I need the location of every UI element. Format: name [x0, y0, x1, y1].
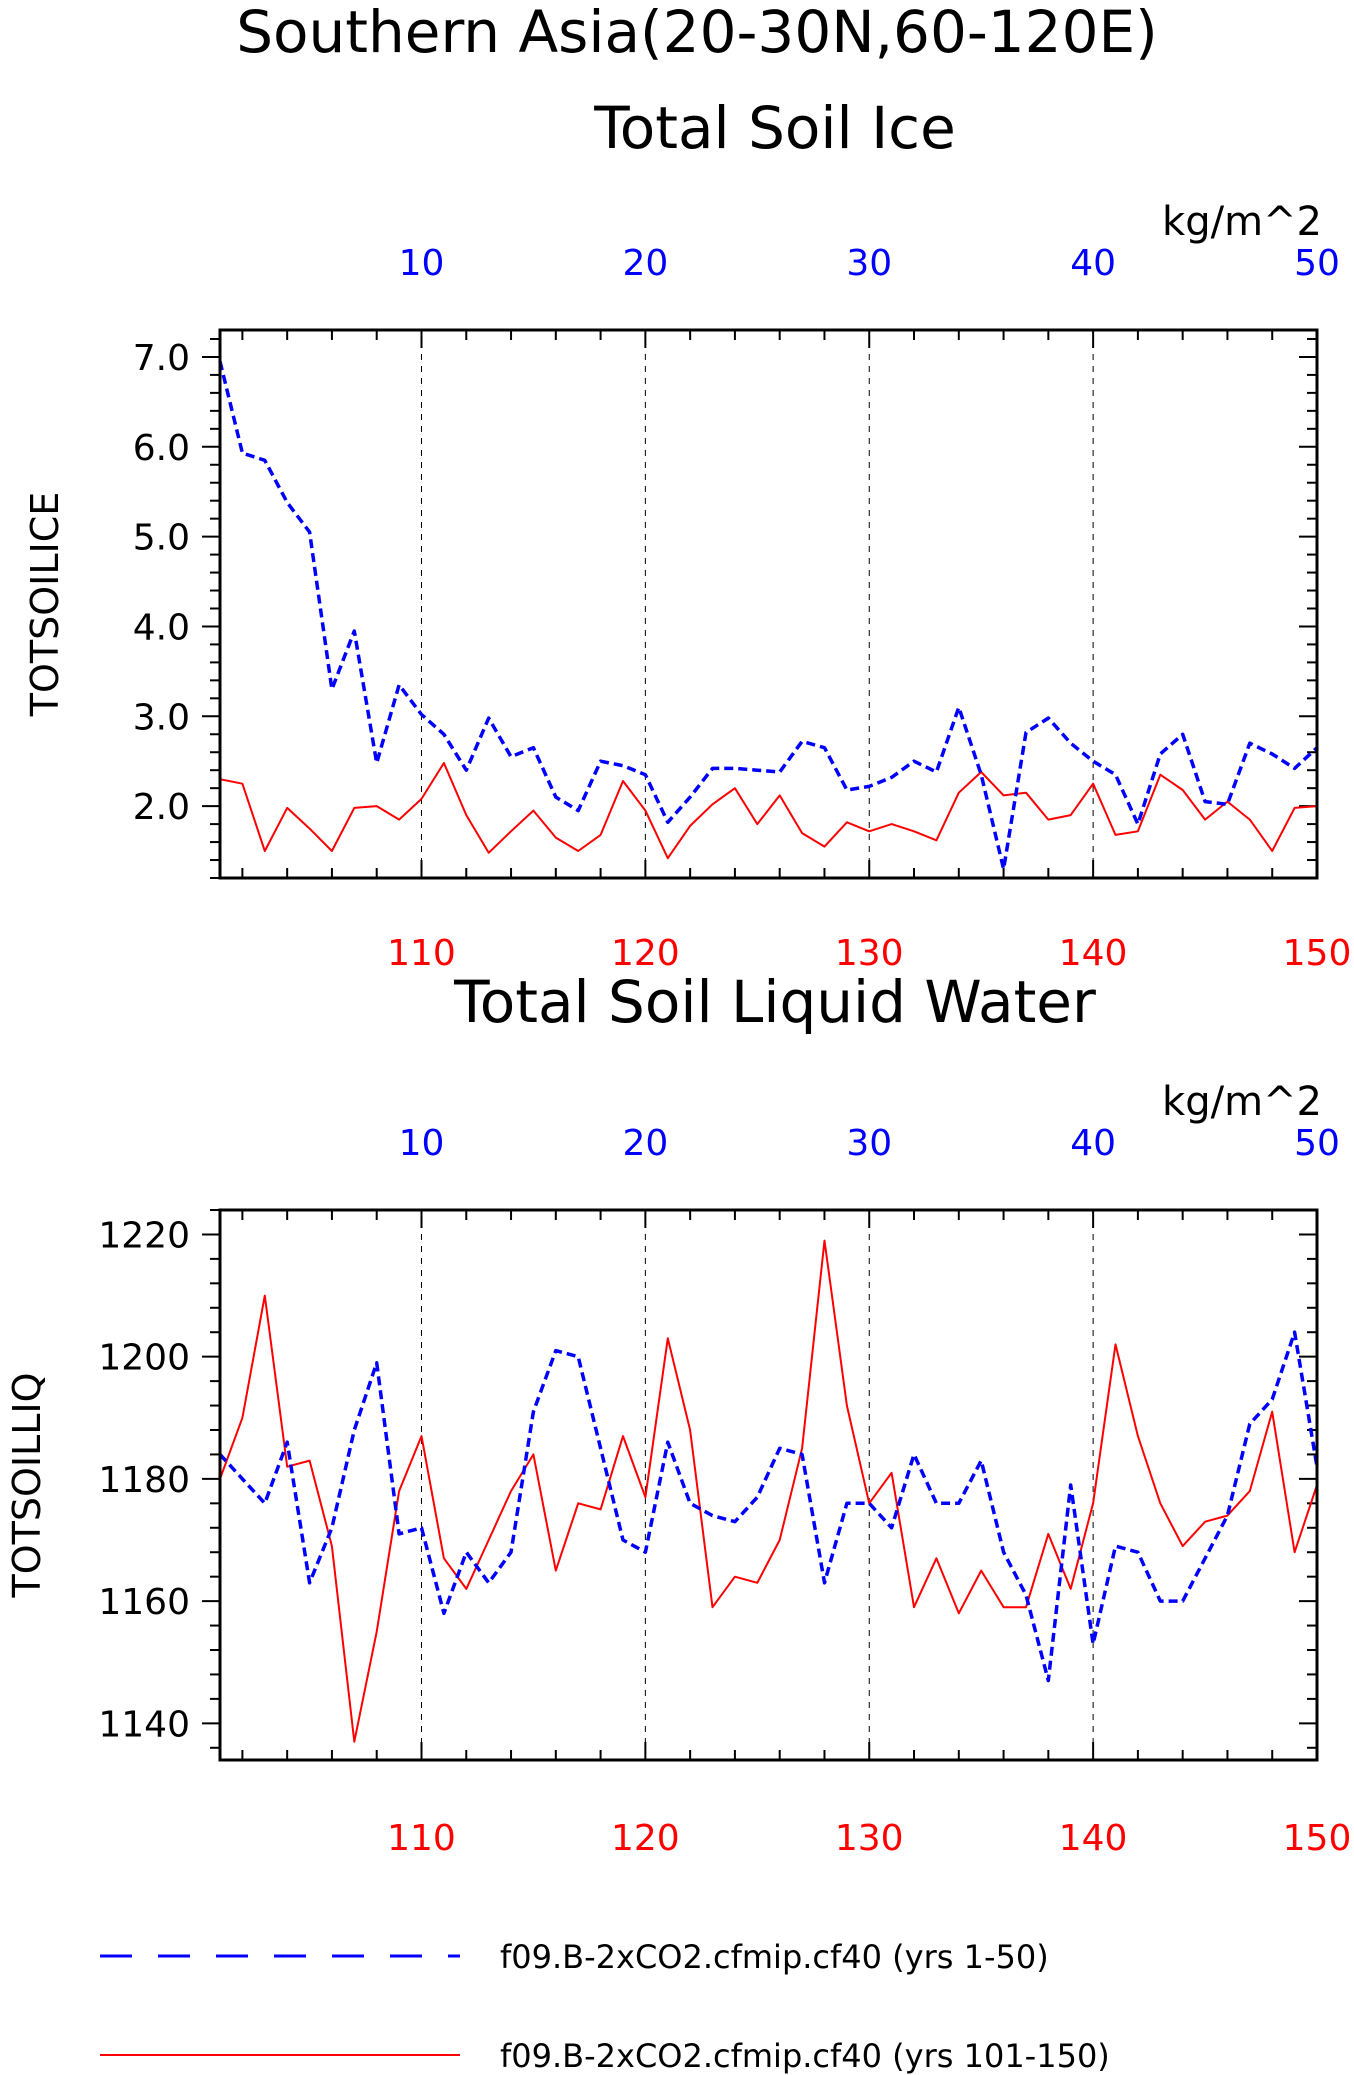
bottom-tick-label: 150 [1283, 1818, 1352, 1859]
legend-label-red: f09.B-2xCO2.cfmip.cf40 (yrs 101-150) [500, 2037, 1110, 2075]
top-tick-label: 50 [1294, 1123, 1340, 1164]
plot-frame [218, 1208, 1319, 1762]
top-tick-label: 30 [846, 243, 892, 284]
units-label: kg/m^2 [1162, 1079, 1322, 1125]
figure-title: Southern Asia(20-30N,60-120E) [236, 0, 1158, 66]
top-tick-label: 40 [1070, 1123, 1116, 1164]
y-tick-label: 5.0 [133, 518, 190, 559]
panel-title: Total Soil Ice [593, 94, 956, 162]
y-tick-label: 1180 [98, 1460, 190, 1501]
y-tick-label: 1140 [98, 1704, 190, 1745]
top-tick-label: 20 [622, 243, 668, 284]
top-tick-label: 50 [1294, 243, 1340, 284]
bottom-tick-label: 120 [611, 1818, 680, 1859]
y-tick-label: 1220 [98, 1215, 190, 1256]
legend-label-blue: f09.B-2xCO2.cfmip.cf40 (yrs 1-50) [500, 1938, 1049, 1976]
bottom-tick-label: 110 [387, 1818, 456, 1859]
y-tick-label: 1160 [98, 1582, 190, 1623]
units-label: kg/m^2 [1162, 199, 1322, 245]
panel-total-soil-ice: Total Soil Ice kg/m^2 TOTSOILICE 7.0 6.0 5.0 4… [23, 94, 1351, 974]
y-tick-label: 6.0 [133, 428, 190, 469]
legend: f09.B-2xCO2.cfmip.cf40 (yrs 1-50) f09.B-… [100, 1938, 1110, 2075]
bottom-tick-label: 130 [835, 933, 904, 974]
bottom-tick-label: 110 [387, 933, 456, 974]
y-tick-label: 2.0 [133, 787, 190, 828]
bottom-tick-label: 140 [1059, 1818, 1128, 1859]
bottom-tick-label: 130 [835, 1818, 904, 1859]
panel-title: Total Soil Liquid Water [453, 968, 1096, 1036]
y-axis-label: TOTSOILLIQ [5, 1372, 49, 1598]
y-tick-label: 1200 [98, 1338, 190, 1379]
bottom-tick-label: 120 [611, 933, 680, 974]
y-tick-label: 4.0 [133, 607, 190, 648]
plot-frame [218, 328, 1319, 880]
series-line-yrs-101-150 [219, 762, 1318, 860]
top-tick-label: 10 [399, 1123, 445, 1164]
y-axis-label: TOTSOILICE [23, 492, 67, 718]
series-line-yrs-101-150 [219, 1239, 1318, 1743]
series-line-yrs-1-50 [218, 360, 1319, 871]
panel-total-soil-liquid-water: Total Soil Liquid Water kg/m^2 TOTSOILLIQ 1… [5, 968, 1351, 1859]
bottom-tick-label: 140 [1059, 933, 1128, 974]
top-tick-label: 20 [622, 1123, 668, 1164]
bottom-tick-label: 150 [1283, 933, 1352, 974]
y-tick-label: 3.0 [133, 697, 190, 738]
top-tick-label: 40 [1070, 243, 1116, 284]
top-tick-label: 30 [846, 1123, 892, 1164]
top-tick-label: 10 [399, 243, 445, 284]
y-tick-label: 7.0 [133, 338, 190, 379]
series-line-yrs-1-50 [218, 1330, 1319, 1683]
